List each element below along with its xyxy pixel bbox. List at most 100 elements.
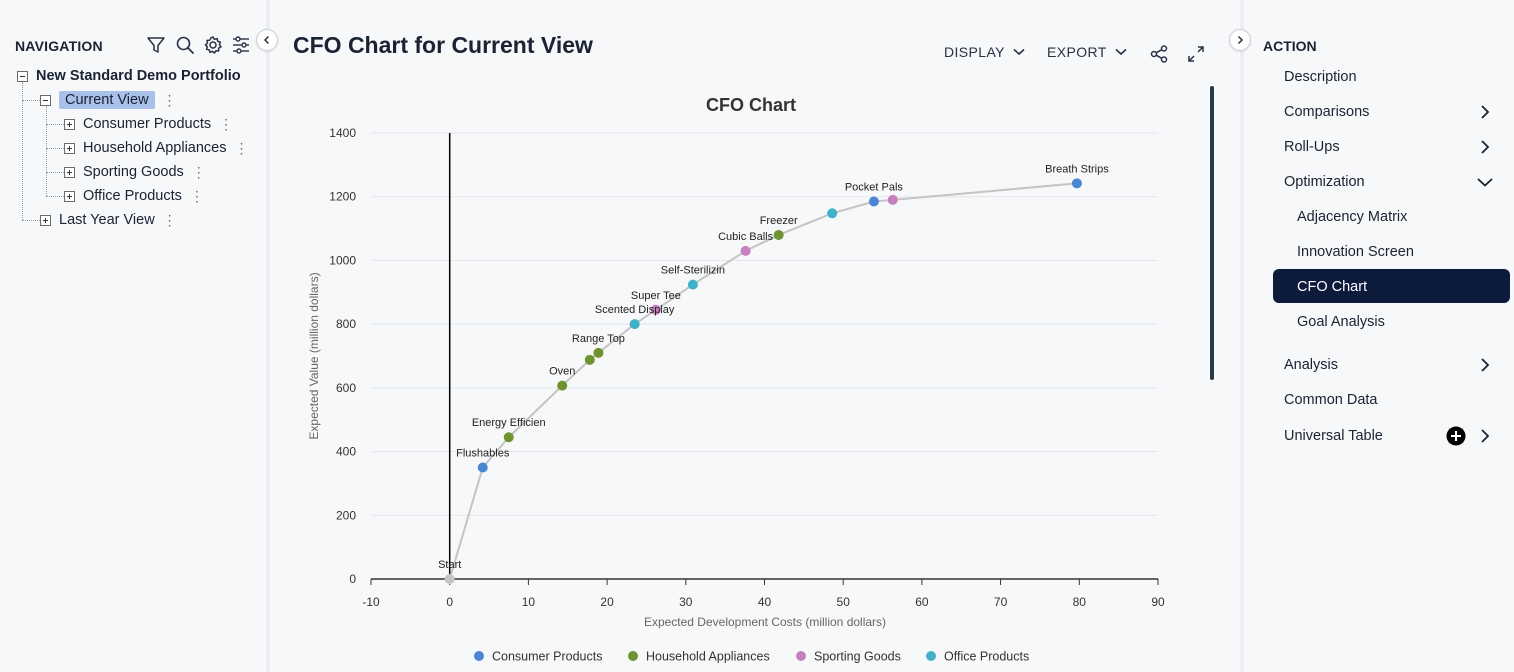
export-menu-button[interactable]: EXPORT (1047, 44, 1127, 60)
chevron-right-icon[interactable] (1478, 140, 1492, 154)
page-title: CFO Chart for Current View (293, 32, 593, 58)
action-comparisons[interactable]: Comparisons (1284, 102, 1369, 122)
tree-connector (46, 106, 47, 196)
display-menu-button[interactable]: DISPLAY (944, 44, 1025, 60)
y-tick-label: 0 (349, 572, 356, 586)
tree-item-consumer-products[interactable]: Consumer Products ⋮ (64, 113, 233, 135)
action-label: Adjacency Matrix (1297, 209, 1408, 225)
tree-item-label: Current View (59, 91, 155, 109)
vertical-scrollbar[interactable] (1210, 86, 1214, 380)
x-tick-label: 80 (1073, 595, 1087, 609)
more-options-icon[interactable]: ⋮ (234, 140, 249, 156)
expand-toggle-icon[interactable] (64, 190, 75, 202)
more-options-icon[interactable]: ⋮ (162, 92, 177, 108)
tree-item-label: Sporting Goods (83, 164, 184, 180)
filter-icon[interactable] (146, 35, 166, 55)
gear-icon[interactable] (203, 35, 223, 55)
collapse-toggle-icon[interactable] (40, 94, 51, 106)
data-label: Pocket Pals (845, 181, 904, 193)
tree-item-label: New Standard Demo Portfolio (36, 68, 241, 84)
data-point (827, 208, 838, 219)
data-point (650, 304, 661, 315)
search-icon[interactable] (175, 35, 195, 55)
tree-item-root[interactable]: New Standard Demo Portfolio (17, 65, 241, 87)
collapse-right-panel-button[interactable] (1229, 29, 1251, 51)
data-label: Scented Display (595, 304, 675, 316)
action-label: Roll-Ups (1284, 139, 1340, 155)
y-tick-label: 400 (336, 445, 356, 459)
data-label: Energy Efficien (472, 417, 546, 429)
sliders-icon[interactable] (231, 35, 251, 55)
data-label: Super Tee (631, 290, 681, 302)
tree-item-label: Last Year View (59, 212, 155, 228)
tree-item-label: Office Products (83, 188, 182, 204)
expand-icon[interactable] (1187, 45, 1205, 63)
more-options-icon[interactable]: ⋮ (219, 116, 234, 132)
action-goal-analysis[interactable]: Goal Analysis (1297, 312, 1385, 332)
expand-toggle-icon[interactable] (40, 214, 51, 226)
chart-title: CFO Chart (706, 95, 796, 115)
data-label: Freezer (760, 215, 798, 227)
navigation-panel: NAVIGATION New Standard Demo Portfolio C… (0, 0, 266, 672)
legend-swatch (926, 651, 936, 661)
tree-item-office-products[interactable]: Office Products ⋮ (64, 185, 204, 207)
action-label: Innovation Screen (1297, 244, 1414, 260)
action-common-data[interactable]: Common Data (1284, 390, 1377, 410)
action-label: Optimization (1284, 174, 1365, 190)
data-label: Flushables (456, 448, 510, 460)
main-content: CFO Chart for Current View DISPLAY EXPOR… (270, 0, 1241, 672)
action-cfo-chart[interactable]: CFO Chart (1297, 277, 1367, 297)
collapse-left-panel-button[interactable] (256, 29, 278, 51)
action-label: Common Data (1284, 392, 1378, 408)
data-point (773, 229, 784, 240)
chevron-down-icon[interactable] (1476, 175, 1494, 189)
y-tick-label: 800 (336, 317, 356, 331)
tree-item-current-view[interactable]: Current View ⋮ (40, 89, 177, 111)
more-options-icon[interactable]: ⋮ (191, 164, 206, 180)
action-label: Description (1284, 69, 1357, 85)
action-analysis[interactable]: Analysis (1284, 355, 1338, 375)
y-tick-label: 1400 (329, 126, 356, 140)
data-point (868, 196, 879, 207)
action-optimization[interactable]: Optimization (1284, 172, 1365, 192)
tree-item-last-year-view[interactable]: Last Year View ⋮ (40, 209, 177, 231)
tree-item-household-appliances[interactable]: Household Appliances ⋮ (64, 137, 249, 159)
y-axis-label: Expected Value (million dollars) (307, 272, 321, 439)
add-circle-icon[interactable] (1446, 426, 1466, 446)
tree-item-sporting-goods[interactable]: Sporting Goods ⋮ (64, 161, 206, 183)
chevron-right-icon[interactable] (1478, 429, 1492, 443)
data-label: Self-Sterilizin (661, 265, 725, 277)
action-description[interactable]: Description (1284, 67, 1357, 87)
expand-toggle-icon[interactable] (64, 118, 75, 130)
navigation-title: NAVIGATION (15, 38, 103, 54)
more-options-icon[interactable]: ⋮ (162, 212, 177, 228)
panel-divider[interactable] (266, 0, 270, 672)
more-options-icon[interactable]: ⋮ (189, 188, 204, 204)
data-point (887, 194, 898, 205)
action-rollups[interactable]: Roll-Ups (1284, 137, 1340, 157)
legend-label: Office Products (944, 650, 1029, 664)
legend-label: Household Appliances (646, 650, 770, 664)
x-tick-label: 90 (1151, 595, 1165, 609)
action-label: Analysis (1284, 357, 1338, 373)
legend-label: Sporting Goods (814, 650, 901, 664)
expand-toggle-icon[interactable] (64, 142, 75, 154)
x-tick-label: 70 (994, 595, 1008, 609)
share-icon[interactable] (1149, 44, 1169, 64)
expand-toggle-icon[interactable] (64, 166, 75, 178)
action-universal-table[interactable]: Universal Table (1284, 426, 1383, 446)
chevron-right-icon[interactable] (1478, 105, 1492, 119)
tree-connector (46, 124, 64, 125)
x-tick-label: 20 (600, 595, 614, 609)
tree-item-label: Consumer Products (83, 116, 212, 132)
x-tick-label: 30 (679, 595, 693, 609)
action-adjacency-matrix[interactable]: Adjacency Matrix (1297, 207, 1407, 227)
collapse-toggle-icon[interactable] (17, 70, 28, 82)
action-innovation-screen[interactable]: Innovation Screen (1297, 242, 1414, 262)
action-title: ACTION (1263, 38, 1317, 54)
chevron-right-icon[interactable] (1478, 358, 1492, 372)
data-point (444, 574, 455, 584)
tree-connector (46, 148, 64, 149)
data-point (687, 279, 698, 290)
panel-divider[interactable] (1240, 0, 1244, 672)
